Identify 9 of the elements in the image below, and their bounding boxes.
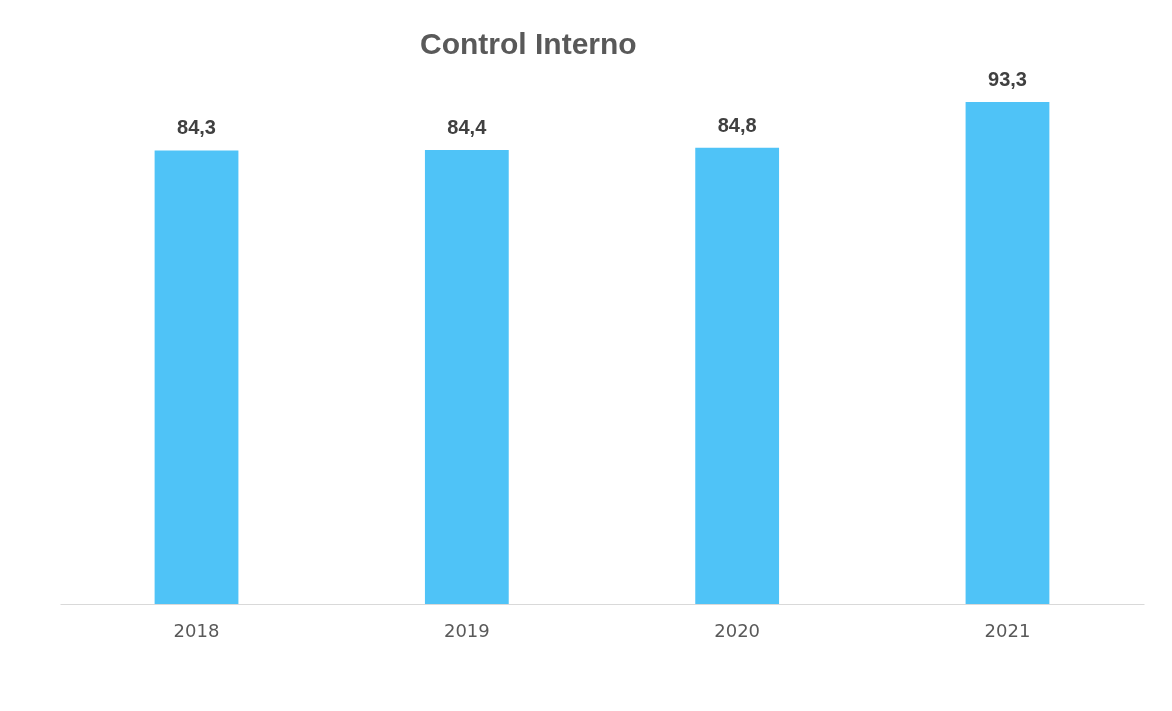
data-label: 84,8 bbox=[717, 113, 757, 136]
x-tick-label: 2021 bbox=[984, 619, 1031, 641]
data-label: 84,4 bbox=[447, 115, 488, 138]
x-tick-label: 2020 bbox=[714, 619, 761, 641]
chart-title: Control Interno bbox=[420, 27, 637, 60]
data-label: 93,3 bbox=[988, 68, 1027, 90]
x-tick-label: 2018 bbox=[173, 619, 220, 641]
x-tick-label: 2019 bbox=[443, 619, 490, 641]
data-label: 84,3 bbox=[177, 116, 216, 139]
